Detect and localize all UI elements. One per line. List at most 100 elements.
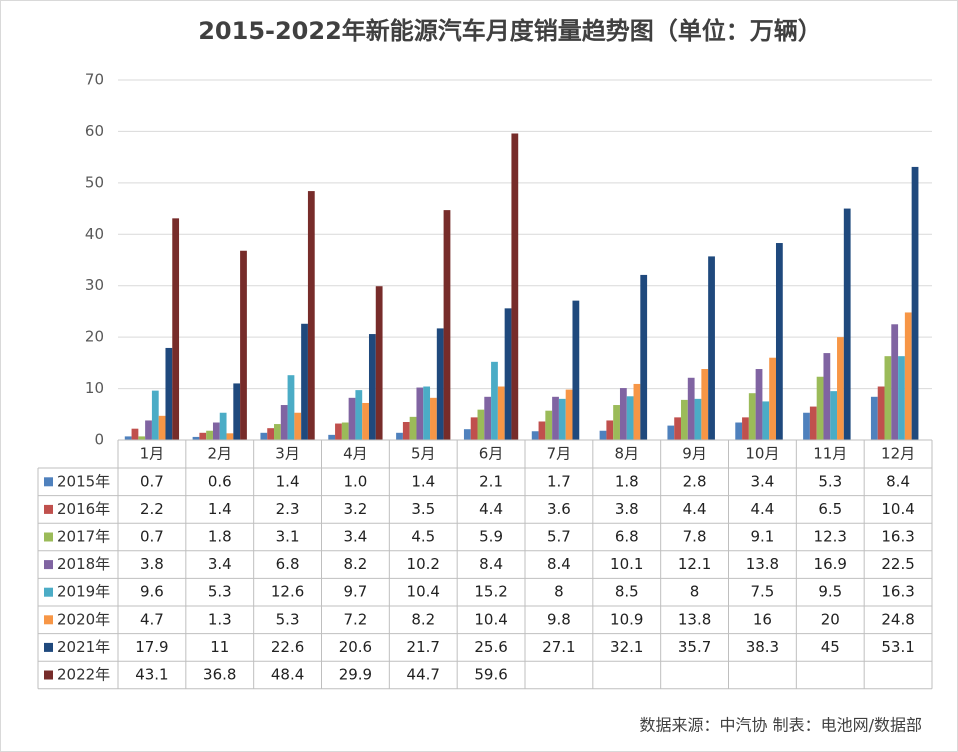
legend-label: 2017年	[57, 528, 110, 546]
table-cell: 2.8	[683, 472, 707, 490]
table-cell: 32.1	[610, 638, 643, 656]
table-cell: 27.1	[542, 638, 575, 656]
table-cell: 25.6	[474, 638, 507, 656]
table-cell: 7.5	[750, 583, 774, 601]
table-cell: 3.8	[615, 500, 639, 518]
bar	[165, 347, 173, 440]
x-tick-label: 1月	[140, 445, 165, 463]
table-cell: 44.7	[407, 666, 440, 684]
bar	[240, 250, 247, 440]
table-cell: 5.7	[547, 528, 571, 546]
bar	[138, 436, 146, 440]
table-cell: 24.8	[881, 610, 914, 628]
bar	[260, 432, 268, 440]
legend-swatch	[44, 504, 53, 514]
bar	[531, 431, 539, 440]
y-tick-label: 10	[85, 379, 104, 397]
table-cell: 16.9	[814, 555, 847, 573]
table-cell: 3.4	[208, 555, 232, 573]
table-cell: 8.4	[479, 555, 503, 573]
bar	[335, 423, 342, 440]
bar	[226, 433, 234, 440]
table-cell: 1.4	[208, 500, 232, 518]
bar	[877, 386, 885, 440]
table-cell: 5.3	[208, 583, 232, 601]
table-cell: 9.7	[343, 583, 367, 601]
bar	[511, 133, 519, 440]
x-tick-label: 10月	[745, 445, 779, 463]
legend-label: 2018年	[57, 555, 110, 573]
table-cell: 8	[554, 583, 564, 601]
bar	[837, 337, 844, 440]
table-cell: 16.3	[881, 528, 914, 546]
chart-title: 2015-2022年新能源汽车月度销量趋势图（单位：万辆）	[198, 17, 822, 45]
bar	[742, 417, 749, 440]
table-cell: 3.1	[276, 528, 300, 546]
table-cell: 48.4	[271, 666, 304, 684]
bar	[124, 436, 132, 440]
table-cell: 11	[210, 638, 229, 656]
bar	[694, 398, 702, 440]
table-cell: 4.5	[411, 528, 435, 546]
bar	[769, 357, 776, 440]
bar	[430, 397, 437, 440]
table-cell: 6.8	[615, 528, 639, 546]
table-cell: 1.0	[343, 472, 367, 490]
table-cell: 8.2	[411, 610, 435, 628]
table-cell: 9.1	[750, 528, 774, 546]
table-cell: 3.4	[750, 472, 774, 490]
bar	[151, 390, 159, 440]
bar	[212, 422, 220, 440]
x-tick-label: 7月	[547, 445, 572, 463]
bar	[891, 324, 899, 440]
bar	[470, 417, 478, 440]
table-cell: 2.3	[276, 500, 300, 518]
x-tick-label: 11月	[813, 445, 847, 463]
bar	[145, 420, 152, 440]
bar	[287, 375, 295, 440]
legend-label: 2016年	[57, 500, 110, 518]
bar	[192, 436, 200, 440]
bar	[307, 191, 315, 440]
table-cell: 1.8	[208, 528, 232, 546]
bar	[545, 410, 553, 440]
x-tick-label: 12月	[881, 445, 915, 463]
legend-label: 2020年	[57, 610, 110, 628]
table-cell: 9.8	[547, 610, 571, 628]
bar	[328, 434, 336, 440]
bar	[416, 387, 424, 440]
bar	[463, 429, 471, 440]
table-cell: 0.7	[140, 472, 164, 490]
bar	[477, 409, 485, 440]
y-tick-label: 30	[85, 276, 104, 294]
table-cell: 36.8	[203, 666, 236, 684]
bar	[633, 383, 641, 440]
table-cell: 10.2	[407, 555, 440, 573]
bar	[484, 396, 492, 440]
bar	[911, 166, 919, 440]
bar	[396, 432, 403, 440]
table-cell: 4.7	[140, 610, 164, 628]
bar	[708, 256, 715, 440]
table-cell: 15.2	[474, 583, 507, 601]
legend-label: 2021年	[57, 638, 110, 656]
bar	[375, 286, 383, 440]
bar	[504, 308, 512, 440]
legend-label: 2022年	[57, 666, 110, 684]
bar	[206, 430, 213, 440]
bar	[681, 399, 688, 440]
bar	[701, 369, 709, 440]
x-tick-label: 9月	[682, 445, 707, 463]
legend-swatch	[44, 587, 53, 597]
bar	[491, 361, 498, 440]
x-tick-label: 2月	[207, 445, 232, 463]
bar	[538, 421, 546, 440]
legend-label: 2015年	[57, 472, 110, 490]
bar	[301, 323, 308, 440]
bar	[409, 416, 417, 440]
x-tick-label: 4月	[343, 445, 368, 463]
bar	[667, 425, 675, 440]
bar	[775, 243, 783, 440]
bar	[233, 383, 241, 440]
